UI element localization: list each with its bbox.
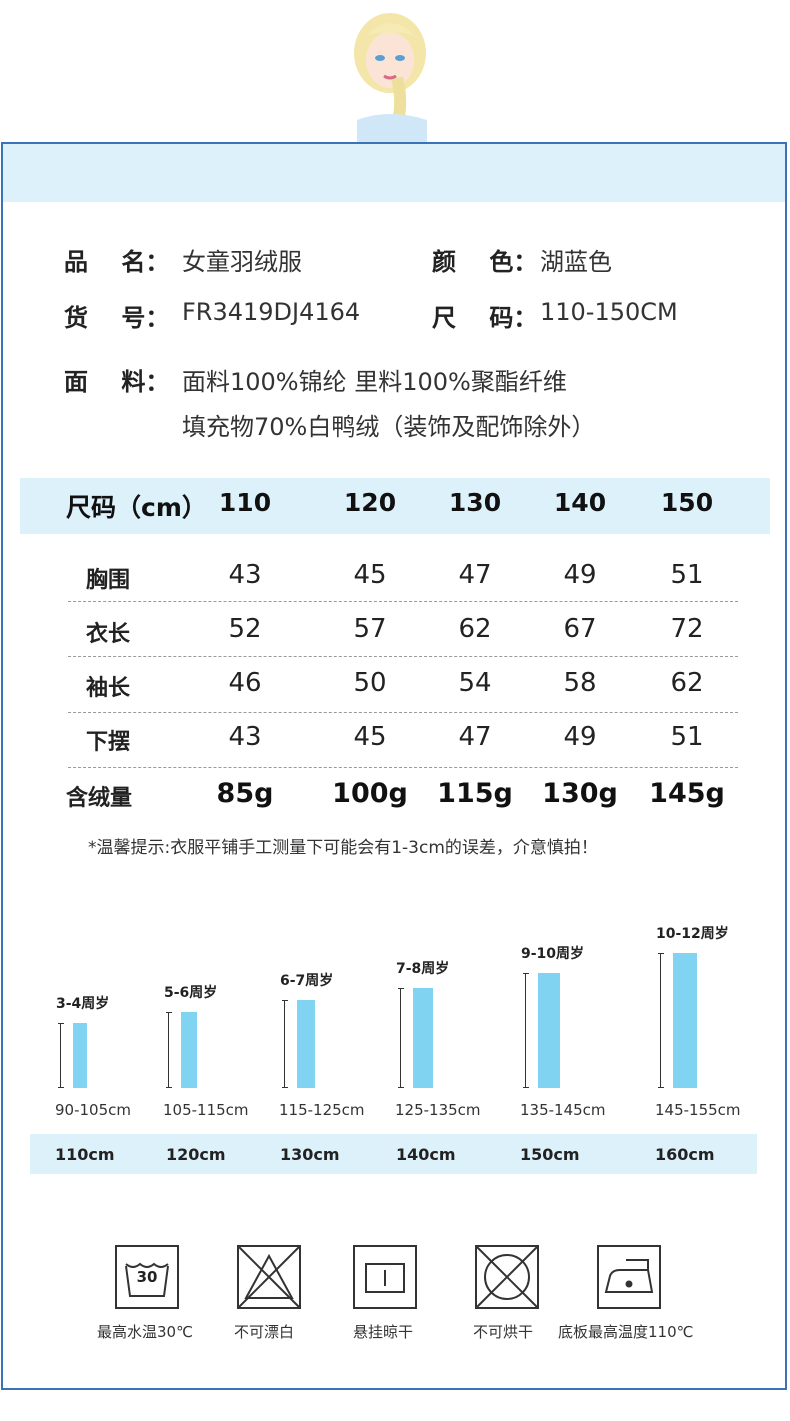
fabric-label: 面 料： xyxy=(64,368,170,396)
no-bleach-icon xyxy=(236,1244,302,1310)
table-cell: 51 xyxy=(670,722,704,752)
age-label: 9-10周岁 xyxy=(521,946,585,962)
product-size-range: 110-150CM xyxy=(540,298,678,326)
table-cell: 51 xyxy=(670,560,704,590)
age-label: 5-6周岁 xyxy=(164,985,218,1001)
age-label: 10-12周岁 xyxy=(656,926,729,942)
product-sku: FR3419DJ4164 xyxy=(182,298,361,326)
table-cell: 47 xyxy=(458,560,492,590)
height-scale-marker xyxy=(523,973,529,1088)
size-table-header xyxy=(20,478,770,534)
row-divider xyxy=(68,712,738,713)
table-cell: 45 xyxy=(353,560,387,590)
height-bar xyxy=(73,1023,87,1088)
size-label: 尺 码： xyxy=(432,304,538,332)
age-label: 7-8周岁 xyxy=(396,961,450,977)
height-range-label: 125-135cm xyxy=(395,1101,481,1119)
color-label: 颜 色： xyxy=(432,248,538,276)
table-cell: 100g xyxy=(332,778,408,809)
height-range-label: 145-155cm xyxy=(655,1101,741,1119)
height-range-label: 135-145cm xyxy=(520,1101,606,1119)
table-cell: 52 xyxy=(228,614,262,644)
iron-110-icon xyxy=(596,1244,662,1310)
table-cell: 58 xyxy=(563,668,597,698)
table-cell: 47 xyxy=(458,722,492,752)
row-label: 衣长 xyxy=(86,622,131,647)
care-label: 最高水温30℃ xyxy=(97,1323,193,1341)
height-bar xyxy=(673,953,697,1088)
table-cell: 145g xyxy=(649,778,725,809)
recommended-size-label: 130cm xyxy=(280,1145,340,1164)
table-cell: 43 xyxy=(228,560,262,590)
recommended-size-label: 140cm xyxy=(396,1145,456,1164)
height-range-label: 105-115cm xyxy=(163,1101,249,1119)
recommended-size-band xyxy=(30,1134,757,1174)
hang-dry-icon xyxy=(352,1244,418,1310)
table-cell: 46 xyxy=(228,668,262,698)
table-cell: 85g xyxy=(216,778,274,809)
row-divider xyxy=(68,656,738,657)
table-cell: 67 xyxy=(563,614,597,644)
table-cell: 62 xyxy=(670,668,704,698)
fabric-line-2: 填充物70%白鸭绒（装饰及配饰除外） xyxy=(182,413,596,441)
recommended-size-label: 110cm xyxy=(55,1145,115,1164)
wash-temp-label: 30 xyxy=(136,1268,158,1286)
height-range-label: 115-125cm xyxy=(279,1101,365,1119)
fabric-line-1: 面料100%锦纶 里料100%聚酯纤维 xyxy=(182,368,567,396)
measurement-note: *温馨提示:衣服平铺手工测量下可能会有1-3cm的误差，介意慎拍！ xyxy=(88,838,598,858)
care-label: 不可烘干 xyxy=(473,1323,534,1341)
row-divider xyxy=(68,767,738,768)
table-cell: 72 xyxy=(670,614,704,644)
size-header-120: 120 xyxy=(343,488,397,517)
header-band xyxy=(3,144,785,202)
name-label: 品 名： xyxy=(64,248,170,276)
height-bar xyxy=(538,973,560,1088)
row-label: 下摆 xyxy=(86,730,131,755)
table-cell: 115g xyxy=(437,778,513,809)
size-header-110: 110 xyxy=(218,488,272,517)
row-label: 胸围 xyxy=(86,568,131,593)
height-bar xyxy=(297,1000,315,1088)
table-cell: 62 xyxy=(458,614,492,644)
height-bar xyxy=(181,1012,197,1088)
table-cell: 50 xyxy=(353,668,387,698)
sku-label: 货 号： xyxy=(64,304,170,332)
product-name: 女童羽绒服 xyxy=(182,248,302,276)
no-tumble-dry-icon xyxy=(474,1244,540,1310)
age-label: 3-4周岁 xyxy=(56,996,110,1012)
size-header-150: 150 xyxy=(660,488,714,517)
content-frame xyxy=(1,142,787,1390)
height-range-label: 90-105cm xyxy=(55,1101,131,1119)
table-cell: 43 xyxy=(228,722,262,752)
height-scale-marker xyxy=(658,953,664,1088)
product-color: 湖蓝色 xyxy=(540,248,612,276)
height-scale-marker xyxy=(282,1000,288,1088)
recommended-size-label: 150cm xyxy=(520,1145,580,1164)
height-bar xyxy=(413,988,433,1088)
height-scale-marker xyxy=(58,1023,64,1088)
row-label: 袖长 xyxy=(86,676,131,701)
size-header-label: 尺码（cm） xyxy=(66,493,207,522)
table-cell: 57 xyxy=(353,614,387,644)
recommended-size-label: 160cm xyxy=(655,1145,715,1164)
table-cell: 49 xyxy=(563,560,597,590)
row-divider xyxy=(68,601,738,602)
table-cell: 54 xyxy=(458,668,492,698)
wash-30-icon: 30 xyxy=(114,1244,180,1310)
table-cell: 49 xyxy=(563,722,597,752)
height-scale-marker xyxy=(166,1012,172,1088)
recommended-size-label: 120cm xyxy=(166,1145,226,1164)
table-cell: 45 xyxy=(353,722,387,752)
care-label: 底板最高温度110℃ xyxy=(558,1323,694,1341)
princess-portrait-image xyxy=(354,13,427,148)
care-label: 不可漂白 xyxy=(234,1323,295,1341)
table-cell: 130g xyxy=(542,778,618,809)
size-header-130: 130 xyxy=(448,488,502,517)
care-label: 悬挂晾干 xyxy=(353,1323,414,1341)
age-label: 6-7周岁 xyxy=(280,973,334,989)
row-label: 含绒量 xyxy=(66,786,133,811)
height-scale-marker xyxy=(398,988,404,1088)
size-header-140: 140 xyxy=(553,488,607,517)
